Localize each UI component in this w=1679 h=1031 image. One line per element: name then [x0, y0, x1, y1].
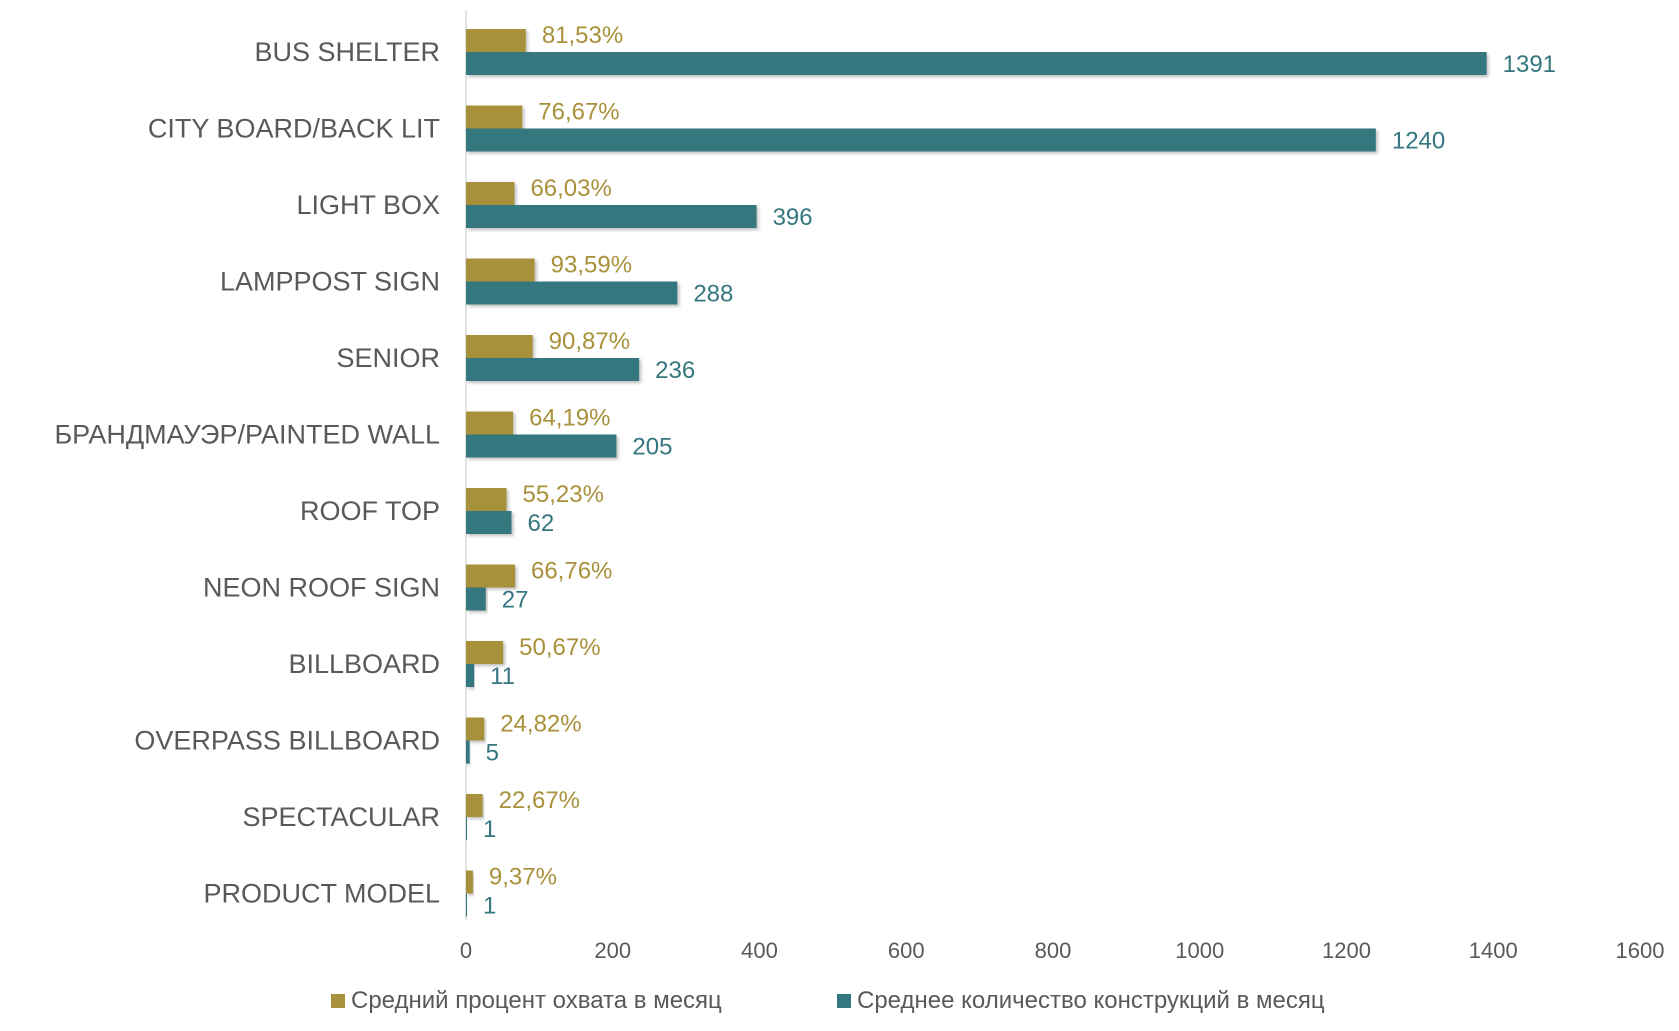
bar-coverage-percent	[466, 411, 514, 435]
bar-coverage-percent	[466, 641, 504, 664]
bar-construction-count	[466, 817, 467, 840]
bar-coverage-percent	[466, 564, 515, 588]
data-label-coverage: 55,23%	[523, 481, 604, 508]
bar-construction-count	[466, 52, 1487, 75]
category-label: SPECTACULAR	[242, 802, 440, 832]
data-label-count: 1	[483, 893, 496, 920]
legend-label-coverage: Средний процент охвата в месяц	[351, 987, 722, 1014]
bar-construction-count	[466, 205, 757, 228]
x-tick-label: 1400	[1469, 938, 1518, 963]
bar-construction-count	[466, 587, 486, 611]
legend-swatch-count	[837, 994, 851, 1008]
data-label-coverage: 24,82%	[500, 711, 581, 738]
bars-group	[466, 29, 1487, 917]
category-label: BUS SHELTER	[254, 37, 440, 67]
axis-group: 0 200 400 600 800 1000 1200 1400 1600	[460, 10, 1665, 963]
category-label: PRODUCT MODEL	[203, 879, 440, 909]
bar-coverage-percent	[466, 258, 535, 282]
data-label-count: 11	[490, 663, 515, 690]
x-tick-label: 0	[460, 938, 472, 963]
x-tick-label: 1000	[1175, 938, 1224, 963]
category-label: BILLBOARD	[288, 649, 440, 679]
labels-group: BUS SHELTER 81,53% 1391 CITY BOARD/BACK LIT…	[54, 22, 1556, 920]
bar-coverage-percent	[466, 717, 485, 741]
bar-coverage-percent	[466, 105, 523, 129]
bar-construction-count	[466, 511, 512, 534]
data-label-coverage: 66,03%	[530, 175, 611, 202]
bar-construction-count	[466, 434, 617, 458]
data-label-coverage: 50,67%	[519, 634, 600, 661]
x-tick-label: 400	[741, 938, 778, 963]
data-label-coverage: 66,76%	[531, 558, 612, 585]
bar-construction-count	[466, 128, 1376, 152]
data-label-count: 236	[655, 357, 695, 384]
data-label-coverage: 76,67%	[538, 99, 619, 126]
data-label-count: 396	[773, 204, 813, 231]
data-label-count: 62	[527, 510, 554, 537]
data-label-coverage: 9,37%	[489, 864, 557, 891]
bar-coverage-percent	[466, 182, 515, 205]
data-label-coverage: 90,87%	[549, 328, 630, 355]
data-label-count: 1391	[1503, 51, 1556, 78]
legend-label-count: Среднее количество конструкций в месяц	[857, 987, 1325, 1014]
bar-coverage-percent	[466, 335, 533, 358]
bar-construction-count	[466, 281, 678, 305]
bar-construction-count	[466, 893, 467, 917]
bar-construction-count	[466, 358, 640, 381]
x-tick-label: 1600	[1616, 938, 1665, 963]
x-tick-label: 1200	[1322, 938, 1371, 963]
bar-coverage-percent	[466, 870, 473, 894]
data-label-count: 1	[483, 816, 496, 843]
category-label: NEON ROOF SIGN	[203, 573, 440, 603]
x-tick-label: 800	[1035, 938, 1072, 963]
data-label-count: 288	[693, 281, 733, 308]
bar-coverage-percent	[466, 488, 507, 511]
category-label: LIGHT BOX	[296, 190, 440, 220]
data-label-count: 1240	[1392, 128, 1445, 155]
x-tick-label: 600	[888, 938, 925, 963]
data-label-coverage: 81,53%	[542, 22, 623, 49]
x-tick-label: 200	[594, 938, 631, 963]
data-label-count: 5	[486, 740, 499, 767]
bar-coverage-percent	[466, 29, 526, 52]
category-label: SENIOR	[336, 343, 440, 373]
category-label: БРАНДМАУЭР/PAINTED WALL	[54, 420, 440, 450]
category-label: CITY BOARD/BACK LIT	[148, 114, 440, 144]
bar-coverage-percent	[466, 794, 483, 817]
bar-construction-count	[466, 740, 470, 764]
bar-construction-count	[466, 664, 475, 687]
legend: Средний процент охвата в месяц Среднее ко…	[331, 987, 1325, 1014]
category-label: LAMPPOST SIGN	[220, 267, 440, 297]
category-label: OVERPASS BILLBOARD	[134, 726, 440, 756]
legend-swatch-coverage	[331, 994, 345, 1008]
data-label-count: 205	[632, 434, 672, 461]
category-label: ROOF TOP	[300, 496, 440, 526]
data-label-coverage: 64,19%	[529, 405, 610, 432]
data-label-coverage: 22,67%	[499, 787, 580, 814]
data-label-coverage: 93,59%	[551, 252, 632, 279]
data-label-count: 27	[502, 587, 529, 614]
